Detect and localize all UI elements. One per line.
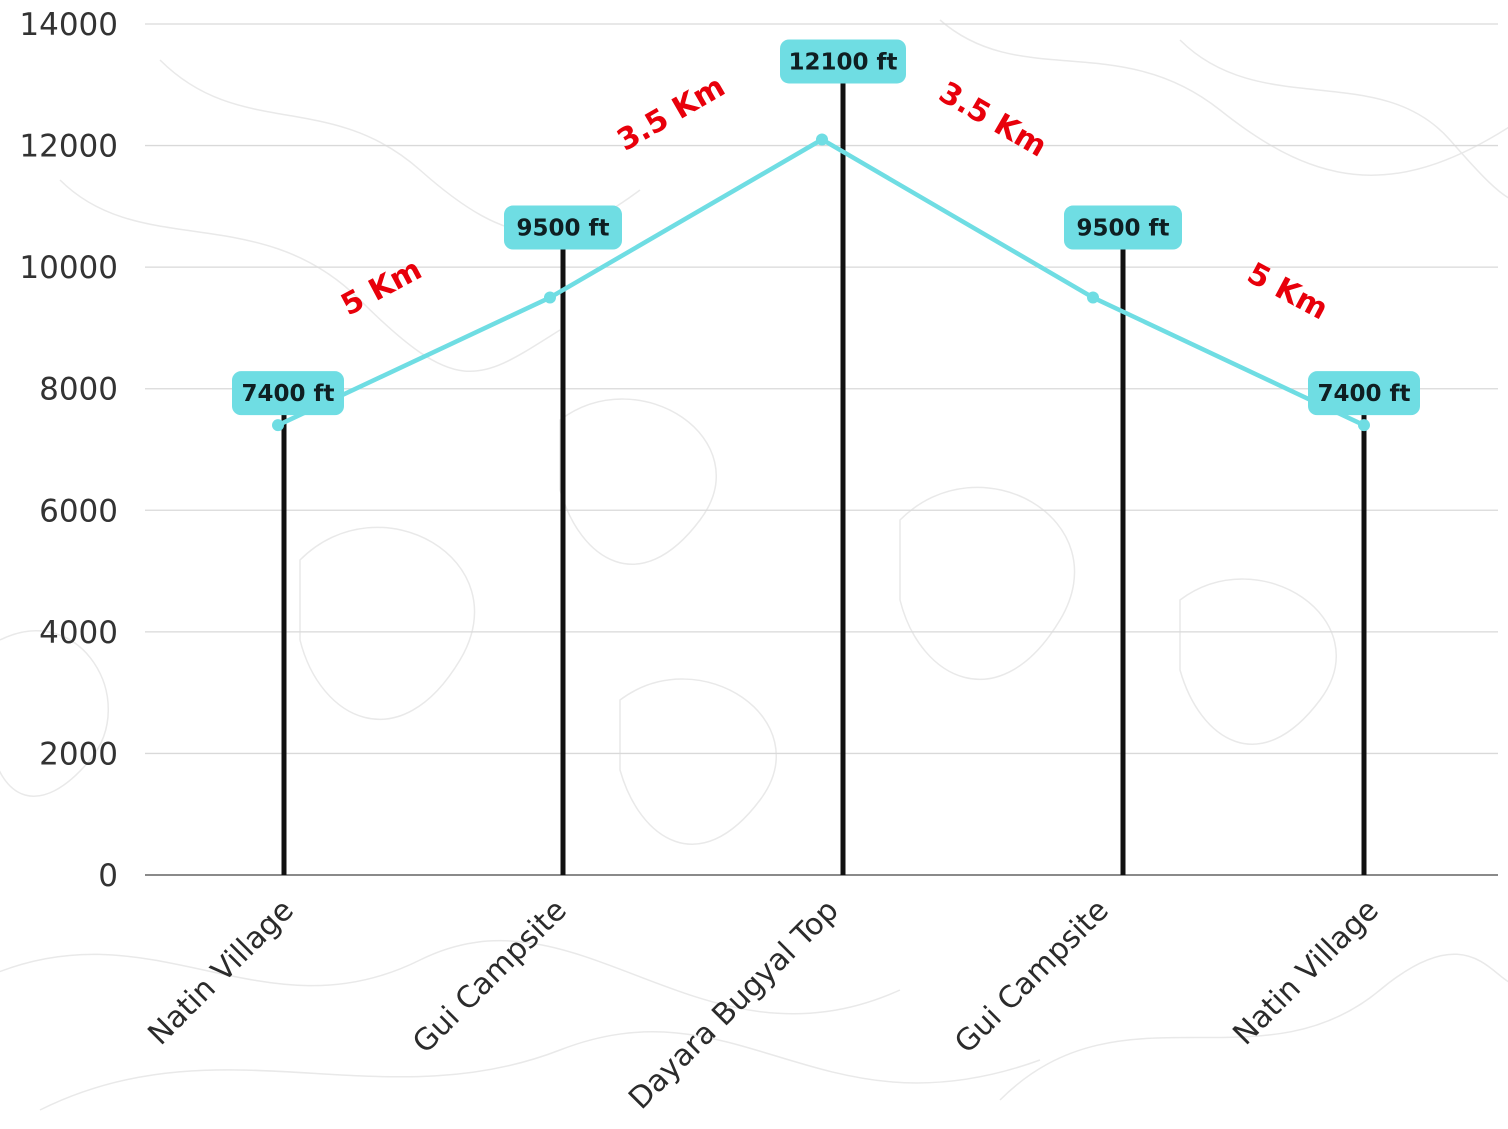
y-tick-label: 12000 xyxy=(19,129,118,165)
altitude-badges: 7400 ft 9500 ft 12100 ft 9500 ft 7400 ft xyxy=(232,39,1420,416)
elevation-series-line xyxy=(275,137,1367,428)
y-axis-tick-labels: 0 2000 4000 6000 8000 10000 12000 14000 xyxy=(19,7,118,894)
elevation-line xyxy=(272,133,1370,432)
altitude-badge xyxy=(1308,371,1420,416)
x-category-label: Dayara Bugyal Top xyxy=(622,893,846,1117)
elevation-point xyxy=(272,419,284,432)
distance-label: 5 Km xyxy=(335,252,427,323)
y-tick-label: 2000 xyxy=(39,736,118,772)
altitude-badge-label: 7400 ft xyxy=(1317,381,1410,407)
gridlines xyxy=(145,23,1498,876)
altitude-badge xyxy=(232,371,344,416)
y-tick-label: 0 xyxy=(98,858,118,894)
elevation-point xyxy=(544,291,556,304)
altitude-stems xyxy=(281,79,1367,875)
y-tick-label: 4000 xyxy=(39,615,118,651)
distance-labels: 5 Km3.5 Km 3.5 Km5 Km xyxy=(335,69,1333,327)
elevation-point xyxy=(1358,419,1370,432)
y-tick-label: 10000 xyxy=(19,250,118,286)
altitude-badge-label: 7400 ft xyxy=(241,381,334,407)
x-category-label: Gui Campsite xyxy=(948,893,1116,1061)
elevation-point xyxy=(1087,291,1099,304)
x-category-label: Natin Village xyxy=(141,893,300,1052)
y-tick-label: 8000 xyxy=(39,372,118,408)
altitude-badge xyxy=(1064,205,1182,250)
distance-label: 3.5 Km xyxy=(933,75,1053,164)
altitude-badge-label: 9500 ft xyxy=(1076,216,1169,242)
y-tick-label: 14000 xyxy=(19,7,118,43)
altitude-badge xyxy=(504,205,622,250)
altitude-badge-label: 9500 ft xyxy=(516,216,609,242)
altitude-badge-label: 12100 ft xyxy=(788,49,897,75)
y-tick-label: 6000 xyxy=(39,493,118,529)
altitude-badge xyxy=(780,39,906,84)
x-category-label: Gui Campsite xyxy=(406,893,574,1061)
x-axis-category-labels: Natin Village Gui Campsite Dayara Bugyal T… xyxy=(141,893,1385,1117)
elevation-point xyxy=(816,133,828,146)
